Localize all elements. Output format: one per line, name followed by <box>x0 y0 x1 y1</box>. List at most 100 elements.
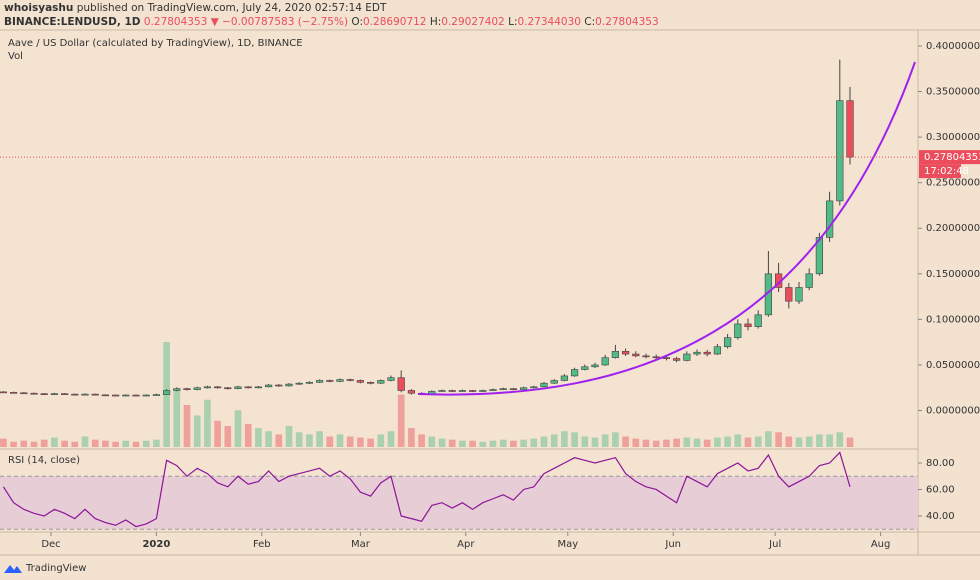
volume-bar <box>428 436 436 447</box>
x-tick-label: Jul <box>768 539 781 550</box>
candle-body <box>632 353 640 357</box>
author: whoisyashu <box>4 2 73 14</box>
candle-body <box>570 369 579 377</box>
volume-bar <box>581 436 589 447</box>
candle-body <box>560 375 569 381</box>
candle-body <box>132 394 140 397</box>
volume-bar <box>826 434 833 447</box>
ohlc-value: 0.27804353 <box>595 16 658 28</box>
candle-body <box>50 393 59 395</box>
volume-bar <box>81 436 89 447</box>
rsi-tick-label: 60.00 <box>926 484 955 495</box>
candle-body <box>9 392 18 394</box>
volume-bar <box>571 432 578 447</box>
rsi-tick-label: 80.00 <box>926 458 955 469</box>
volume-bar <box>846 437 854 447</box>
candle-body <box>621 350 630 355</box>
countdown-label: 17:02:48 <box>924 166 969 177</box>
candle-body <box>846 100 854 158</box>
volume-bar <box>71 441 79 447</box>
change: −0.00787583 (−2.75%) <box>222 16 348 28</box>
candle-body <box>254 386 263 389</box>
published: published on TradingView.com, July 24, 2… <box>73 2 387 14</box>
candle-body <box>652 356 660 359</box>
volume-bar <box>316 431 323 447</box>
change-arrow: ▼ <box>211 16 220 28</box>
candle-body <box>91 393 99 396</box>
volume-bar <box>285 426 293 447</box>
candle-body <box>213 386 222 389</box>
volume-bar <box>153 439 160 447</box>
candle-body <box>550 380 558 384</box>
volume-bar <box>244 423 252 447</box>
candle-body <box>519 387 528 390</box>
candle-body <box>499 388 507 390</box>
volume-bar <box>336 434 344 447</box>
volume-bar <box>255 428 262 447</box>
ohlc-label: C: <box>584 16 595 28</box>
volume-bar <box>469 440 476 447</box>
volume-bar <box>438 438 446 447</box>
candle-body <box>805 273 813 288</box>
candle-body <box>397 377 405 391</box>
volume-bar <box>234 410 242 447</box>
volume-bar <box>102 440 109 447</box>
candle-body <box>162 390 171 395</box>
volume-bar <box>724 436 731 447</box>
candle-body <box>71 393 79 396</box>
candle-body <box>581 366 589 370</box>
rsi-line <box>2 451 851 528</box>
x-tick-label: Apr <box>457 539 475 550</box>
volume-bar <box>510 440 517 447</box>
candle-body <box>438 390 446 392</box>
candle-body <box>234 386 242 389</box>
pane-title: Aave / US Dollar (calculated by TradingV… <box>8 38 303 49</box>
candle-body <box>683 353 691 361</box>
symbol: BINANCE:LENDUSD, 1D <box>4 16 141 28</box>
rsi-title: RSI (14, close) <box>8 455 80 466</box>
candle-body <box>479 390 487 392</box>
candle-body <box>703 351 711 355</box>
candle-body <box>591 364 599 368</box>
candle-body <box>530 386 538 389</box>
volume-bar <box>816 434 823 447</box>
trend-curve <box>417 61 916 396</box>
volume-bar <box>601 434 609 447</box>
candle-body <box>275 384 283 387</box>
candle-body <box>40 393 48 395</box>
candle-body <box>785 287 793 302</box>
candle-body <box>326 380 334 382</box>
volume-bar <box>387 431 395 447</box>
volume-bar <box>326 436 334 447</box>
candle-body <box>601 357 609 366</box>
volume-bar <box>122 440 130 447</box>
volume-bar <box>377 434 385 447</box>
volume-bar <box>448 439 456 447</box>
candle-body <box>448 390 456 392</box>
volume-bar <box>418 434 425 447</box>
volume-bar <box>40 439 48 447</box>
candle-body <box>723 337 732 348</box>
candle-body <box>744 323 752 327</box>
candle-body <box>20 392 28 395</box>
volume-bar <box>520 439 527 447</box>
candle-body <box>540 382 548 388</box>
candle-body <box>662 357 671 359</box>
candle-body <box>173 388 181 391</box>
volume-bar <box>0 438 7 447</box>
volume-bar <box>734 434 742 447</box>
candle-body <box>183 388 191 390</box>
volume-bar <box>183 405 191 447</box>
volume-bar <box>652 440 660 447</box>
y-tick-label: 0.40000000 <box>926 41 980 52</box>
candle-body <box>244 386 252 389</box>
volume-bar <box>295 432 303 447</box>
volume-bar <box>91 439 99 447</box>
